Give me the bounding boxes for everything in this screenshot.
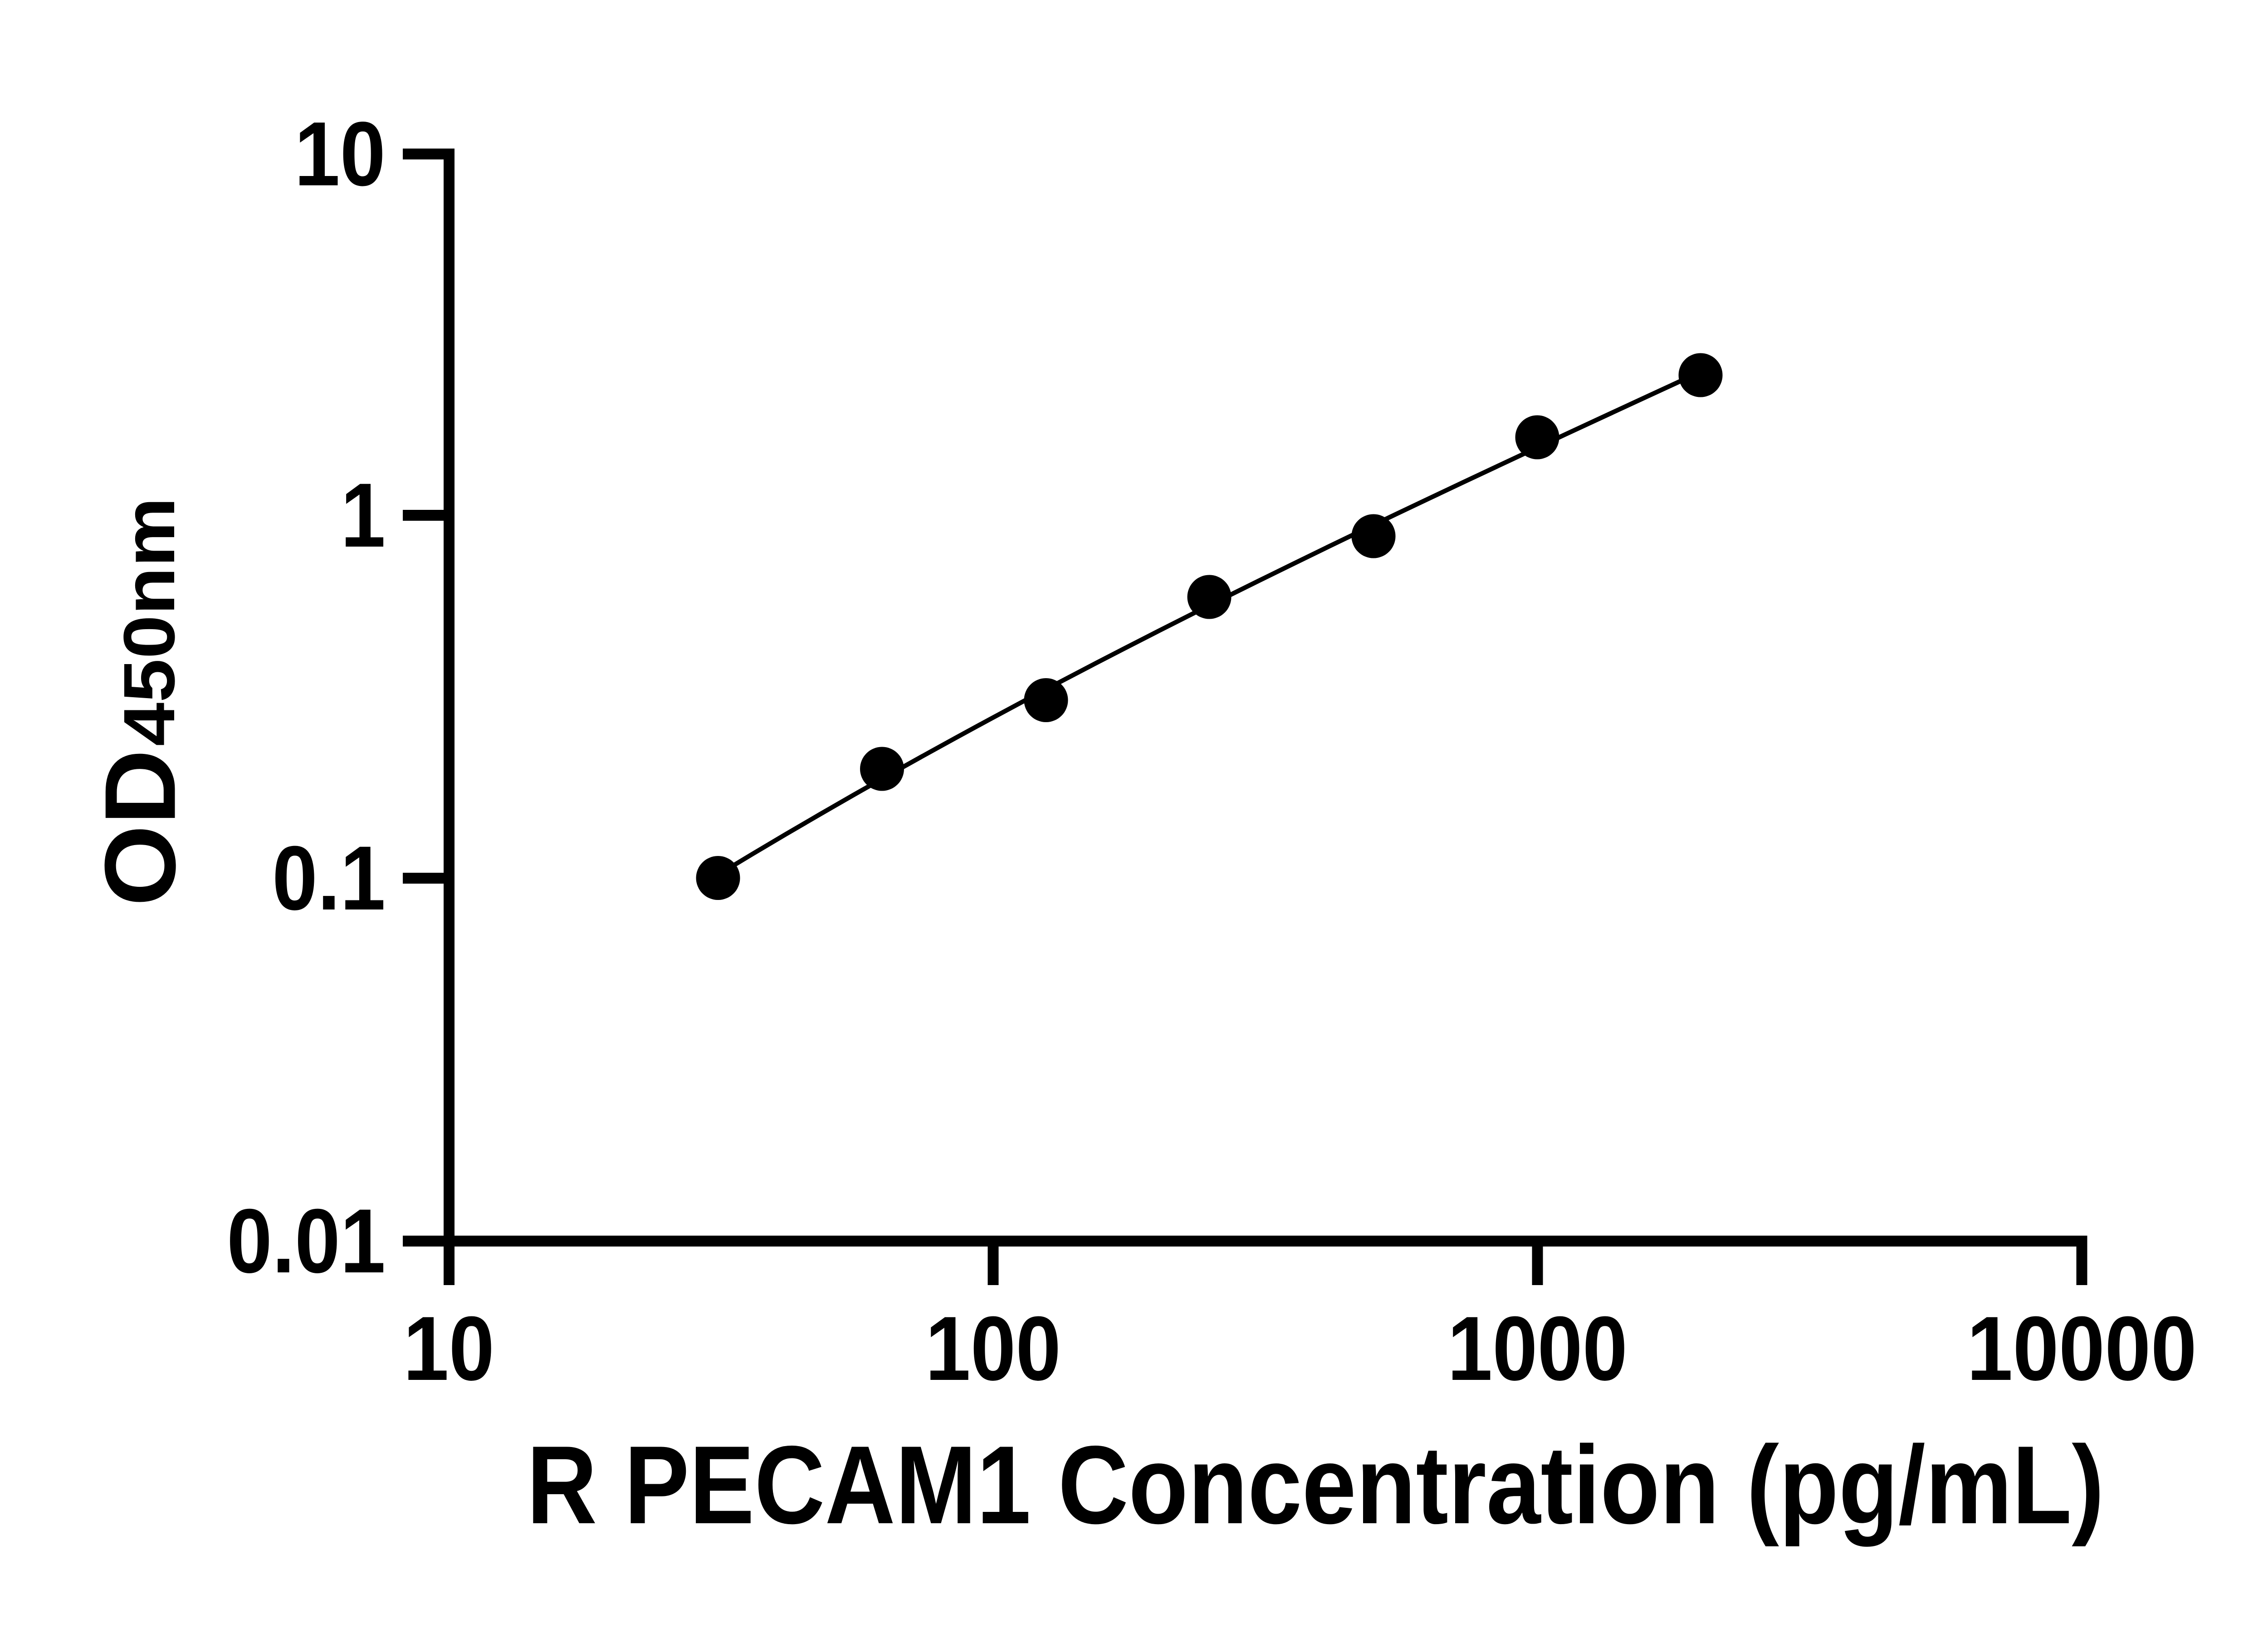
svg-text:0.1: 0.1 <box>272 827 386 929</box>
svg-text:0.01: 0.01 <box>227 1190 386 1292</box>
svg-text:10: 10 <box>403 1297 494 1399</box>
svg-text:1000: 1000 <box>1447 1297 1628 1399</box>
svg-text:10: 10 <box>294 103 386 205</box>
svg-text:R PECAM1 Concentration (pg/mL): R PECAM1 Concentration (pg/mL) <box>527 1423 2104 1547</box>
svg-text:100: 100 <box>925 1297 1061 1399</box>
svg-text:1: 1 <box>341 464 386 566</box>
svg-text:10000: 10000 <box>1967 1297 2197 1399</box>
svg-text:OD: OD <box>84 749 197 906</box>
svg-text:450nm: 450nm <box>108 497 190 746</box>
